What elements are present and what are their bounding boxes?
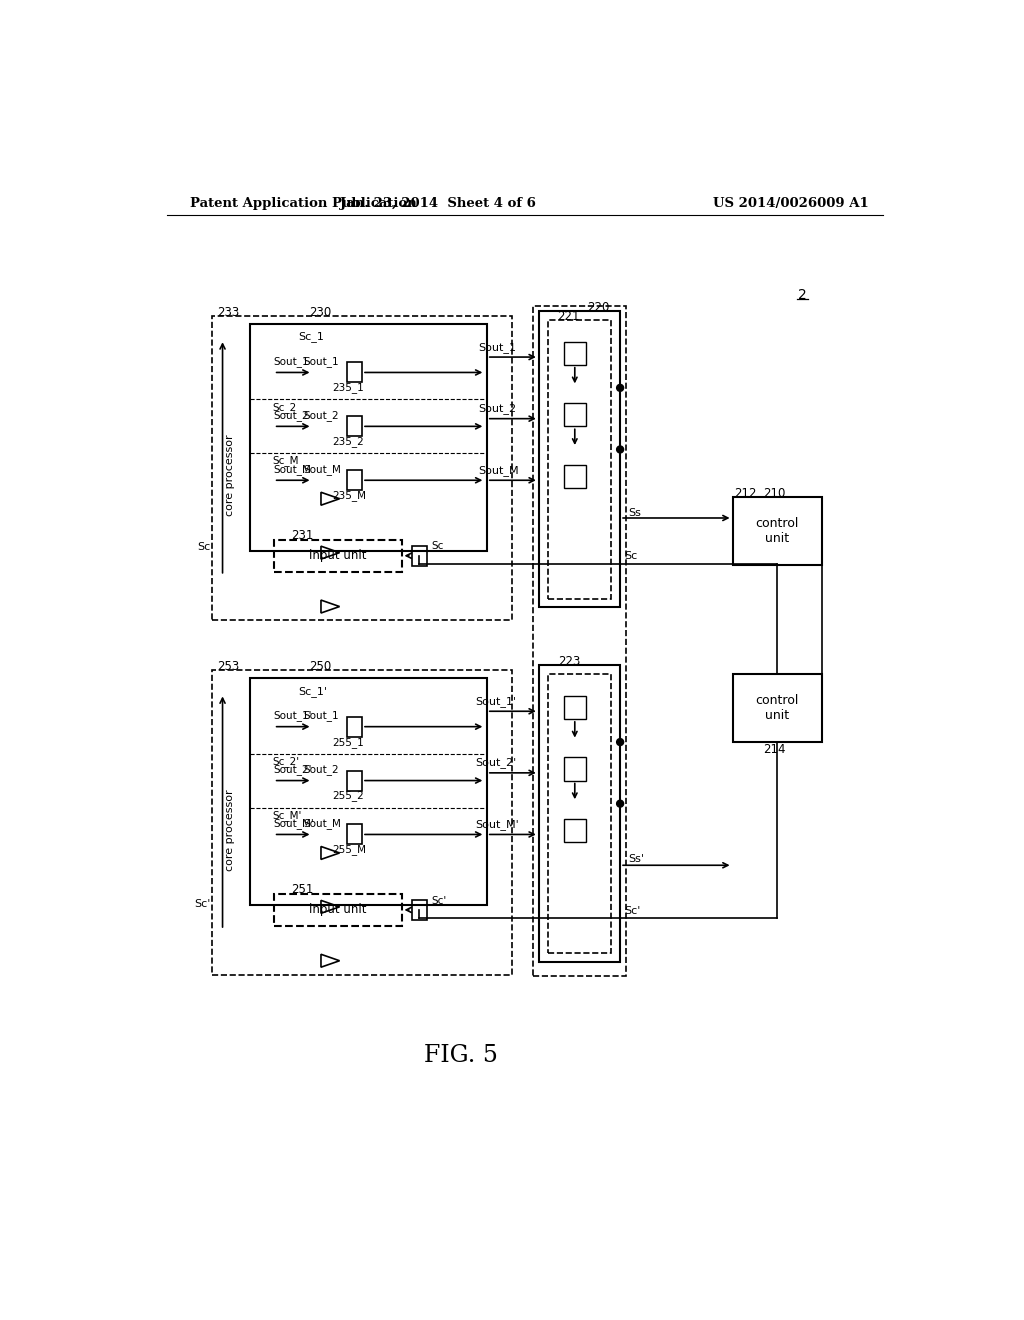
Text: 235_M: 235_M [332, 490, 366, 502]
Text: Sc: Sc [197, 543, 210, 552]
Text: Sc_2: Sc_2 [272, 401, 296, 413]
Text: Sout_2: Sout_2 [478, 403, 516, 414]
Text: Sc_1: Sc_1 [299, 331, 325, 342]
Bar [346, 470, 362, 490]
Text: Jan. 23, 2014  Sheet 4 of 6: Jan. 23, 2014 Sheet 4 of 6 [340, 197, 536, 210]
Text: Sout_1: Sout_1 [478, 342, 516, 352]
Bar [273, 894, 401, 927]
Bar [412, 545, 427, 566]
Circle shape [616, 800, 624, 807]
Text: Sout_1': Sout_1' [273, 710, 312, 721]
Text: US 2014/0026009 A1: US 2014/0026009 A1 [713, 197, 869, 210]
Text: 230: 230 [309, 306, 332, 319]
Text: Sc_M: Sc_M [272, 455, 299, 466]
Bar [346, 717, 362, 737]
Text: Sout_1: Sout_1 [303, 356, 339, 367]
Text: Sout_2': Sout_2' [273, 764, 312, 775]
Text: Sout_M: Sout_M [478, 465, 519, 475]
Bar [212, 317, 512, 620]
Text: 235_1: 235_1 [332, 383, 364, 393]
Circle shape [616, 446, 624, 453]
Text: Sc': Sc' [432, 896, 447, 906]
Text: Sout_2': Sout_2' [475, 758, 516, 768]
Text: input unit: input unit [309, 549, 367, 562]
Bar [346, 363, 362, 383]
Text: 2: 2 [798, 289, 807, 302]
Text: control
unit: control unit [756, 517, 799, 545]
Bar [412, 900, 427, 920]
Text: Sc_1': Sc_1' [299, 686, 328, 697]
Text: 212: 212 [734, 487, 757, 500]
Text: 255_2: 255_2 [332, 791, 364, 801]
Text: Sout_2: Sout_2 [303, 764, 339, 775]
Bar [251, 323, 486, 552]
Bar [346, 825, 362, 845]
Text: core processor: core processor [224, 434, 234, 516]
Bar [564, 818, 586, 842]
Text: FIG. 5: FIG. 5 [424, 1044, 499, 1067]
Circle shape [616, 739, 624, 746]
Text: Sout_1: Sout_1 [303, 710, 339, 721]
Bar [564, 404, 586, 426]
Text: 255_1: 255_1 [332, 737, 364, 747]
Text: 220: 220 [587, 301, 609, 314]
Text: Patent Application Publication: Patent Application Publication [190, 197, 417, 210]
Bar [212, 671, 512, 974]
Text: 210: 210 [764, 487, 785, 500]
Bar [346, 771, 362, 791]
Bar [548, 675, 611, 953]
Text: Sc: Sc [432, 541, 444, 552]
Text: Ss': Ss' [628, 854, 644, 865]
Text: 214: 214 [764, 743, 786, 756]
Bar [564, 465, 586, 488]
Bar [273, 540, 401, 572]
Bar [548, 321, 611, 599]
Text: Sc': Sc' [624, 906, 640, 916]
Text: 235_2: 235_2 [332, 437, 364, 447]
Text: Sc_2': Sc_2' [272, 756, 299, 767]
Text: Sout_M': Sout_M' [475, 818, 519, 830]
Text: Sout_M': Sout_M' [273, 818, 314, 829]
Text: Sout_M: Sout_M [303, 818, 341, 829]
Bar [251, 678, 486, 906]
Text: Sc: Sc [624, 552, 637, 561]
Bar [564, 342, 586, 364]
Circle shape [616, 384, 624, 391]
Text: 255_M: 255_M [332, 845, 366, 855]
Text: Sout_M: Sout_M [273, 465, 311, 475]
Text: core processor: core processor [224, 789, 234, 871]
Text: 221: 221 [557, 310, 580, 323]
Text: Sout_1': Sout_1' [475, 696, 516, 706]
Text: Sc_M': Sc_M' [272, 809, 301, 821]
Text: Sout_M: Sout_M [303, 465, 341, 475]
Bar [564, 696, 586, 719]
Text: Sout_1: Sout_1 [273, 356, 309, 367]
Text: 251: 251 [291, 883, 313, 896]
Bar [732, 498, 821, 565]
Bar [564, 758, 586, 780]
Text: 231: 231 [291, 529, 313, 543]
Bar [539, 665, 621, 961]
Text: 233: 233 [218, 306, 240, 319]
Text: control
unit: control unit [756, 694, 799, 722]
Text: Sout_2: Sout_2 [273, 411, 309, 421]
Text: Ss: Ss [628, 508, 641, 517]
Text: 253: 253 [218, 660, 240, 673]
Text: input unit: input unit [309, 903, 367, 916]
Text: 223: 223 [558, 655, 581, 668]
Bar [532, 306, 626, 977]
Bar [539, 312, 621, 607]
Text: Sout_2: Sout_2 [303, 411, 339, 421]
Bar [732, 675, 821, 742]
Bar [346, 416, 362, 437]
Text: 250: 250 [309, 660, 332, 673]
Text: Sc': Sc' [194, 899, 210, 908]
